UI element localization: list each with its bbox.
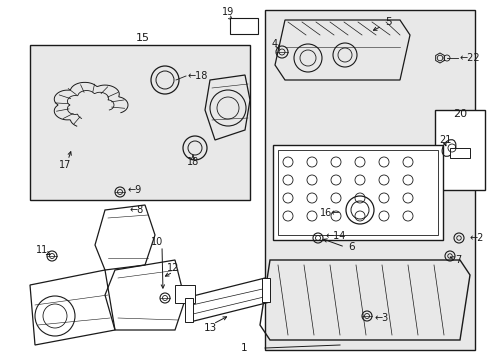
Bar	[229, 18, 258, 34]
Text: 19: 19	[222, 7, 234, 17]
Bar	[175, 285, 195, 303]
Text: 18: 18	[186, 157, 199, 167]
Text: ←3: ←3	[374, 313, 388, 323]
Text: 5: 5	[384, 17, 391, 27]
Bar	[264, 10, 474, 350]
Text: 16←: 16←	[319, 208, 339, 218]
Text: ←18: ←18	[187, 71, 208, 81]
Text: 4: 4	[271, 39, 278, 49]
Text: 1: 1	[240, 343, 247, 353]
Text: ←22: ←22	[459, 53, 480, 63]
Text: ←9: ←9	[128, 185, 142, 195]
Bar	[262, 278, 269, 302]
Text: ←2: ←2	[469, 233, 484, 243]
Text: 11: 11	[36, 245, 48, 255]
Text: 13: 13	[203, 323, 216, 333]
Text: 17: 17	[59, 160, 71, 170]
Bar	[272, 145, 442, 240]
Bar	[449, 148, 469, 158]
Text: 12: 12	[166, 263, 179, 273]
Text: ←8: ←8	[130, 205, 144, 215]
Text: 21: 21	[438, 135, 450, 145]
Text: 6: 6	[347, 242, 354, 252]
Text: 10: 10	[151, 237, 163, 247]
Bar	[434, 110, 484, 190]
Bar	[184, 298, 193, 322]
Bar	[30, 45, 249, 200]
Text: 7: 7	[454, 255, 460, 265]
Text: 15: 15	[136, 33, 150, 43]
Text: ←14: ←14	[325, 231, 346, 241]
Bar	[278, 150, 437, 235]
Text: 20: 20	[452, 109, 466, 119]
